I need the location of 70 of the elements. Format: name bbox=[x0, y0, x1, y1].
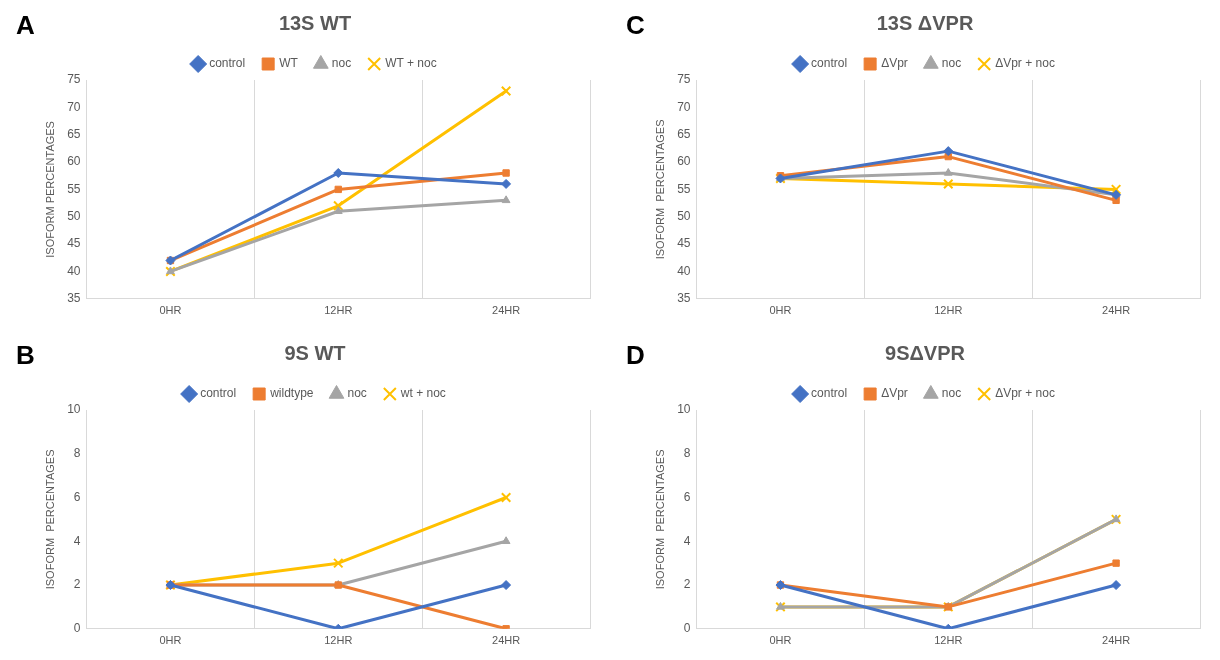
x-tick-label: 12HR bbox=[324, 304, 353, 317]
legend-label: wt + noc bbox=[399, 386, 446, 401]
y-tick-label: 10 bbox=[677, 402, 691, 417]
x-tick-label: 24HR bbox=[492, 634, 521, 647]
legend-label: control bbox=[200, 386, 237, 401]
chart-title: 9SΔVPR bbox=[885, 341, 966, 364]
x-tick-label: 12HR bbox=[934, 634, 963, 647]
y-tick-label: 60 bbox=[67, 154, 81, 169]
y-tick-label: 35 bbox=[67, 291, 81, 306]
y-tick-label: 8 bbox=[683, 446, 691, 461]
y-tick-label: 40 bbox=[67, 263, 81, 278]
legend-label: ΔVpr + noc bbox=[995, 386, 1055, 401]
legend-label: noc bbox=[331, 56, 352, 71]
legend-label: ΔVpr bbox=[881, 56, 908, 71]
legend-label: control bbox=[811, 56, 848, 71]
y-tick-label: 40 bbox=[677, 263, 691, 278]
y-tick-label: 60 bbox=[677, 154, 691, 169]
y-tick-label: 45 bbox=[67, 236, 81, 251]
legend-label: control bbox=[209, 56, 246, 71]
y-tick-label: 10 bbox=[67, 402, 81, 417]
legend-label: wildtype bbox=[269, 386, 314, 401]
y-tick-label: 65 bbox=[67, 127, 81, 142]
y-tick-label: 2 bbox=[683, 577, 691, 592]
y-tick-label: 4 bbox=[683, 533, 691, 548]
chart-title: 9S WT bbox=[284, 341, 346, 364]
x-tick-label: 0HR bbox=[159, 304, 182, 317]
y-axis-title: ISOFORM PERCENTAGES bbox=[653, 119, 666, 260]
x-tick-label: 12HR bbox=[324, 634, 353, 647]
x-tick-label: 0HR bbox=[159, 634, 182, 647]
chart-title: 13S WT bbox=[278, 11, 352, 34]
y-tick-label: 50 bbox=[67, 209, 81, 224]
y-tick-label: 2 bbox=[73, 577, 81, 592]
y-tick-label: 6 bbox=[73, 489, 81, 504]
y-tick-label: 0 bbox=[683, 621, 691, 636]
y-tick-label: 4 bbox=[73, 533, 81, 548]
x-tick-label: 0HR bbox=[769, 304, 792, 317]
y-tick-label: 70 bbox=[67, 99, 81, 114]
y-axis-title: ISOFORM PERCENTAGES bbox=[43, 449, 56, 590]
y-tick-label: 8 bbox=[73, 446, 81, 461]
text: C bbox=[626, 10, 645, 41]
legend-label: noc bbox=[941, 56, 962, 71]
y-tick-label: 65 bbox=[677, 127, 691, 142]
y-tick-label: 50 bbox=[677, 209, 691, 224]
x-tick-label: 12HR bbox=[934, 304, 963, 317]
legend-label: WT bbox=[279, 56, 299, 71]
y-tick-label: 70 bbox=[677, 99, 691, 114]
x-tick-label: 0HR bbox=[769, 634, 792, 647]
y-tick-label: 45 bbox=[677, 236, 691, 251]
legend-label: control bbox=[811, 386, 848, 401]
y-tick-label: 0 bbox=[73, 621, 81, 636]
y-tick-label: 35 bbox=[677, 291, 691, 306]
y-tick-label: 55 bbox=[677, 181, 691, 196]
x-tick-label: 24HR bbox=[492, 304, 521, 317]
legend-label: WT + noc bbox=[385, 56, 437, 71]
chart-title: 13S ΔVPR bbox=[876, 11, 974, 34]
legend-label: noc bbox=[941, 386, 962, 401]
legend-label: ΔVpr bbox=[881, 386, 908, 401]
y-tick-label: 55 bbox=[67, 181, 81, 196]
x-tick-label: 24HR bbox=[1102, 304, 1131, 317]
legend-label: ΔVpr + noc bbox=[995, 56, 1055, 71]
text: B bbox=[16, 340, 35, 371]
y-axis-title: ISOFORM PERCENTAGES bbox=[653, 449, 666, 590]
text: A bbox=[16, 10, 35, 41]
y-tick-label: 6 bbox=[683, 489, 691, 504]
y-tick-label: 75 bbox=[67, 72, 81, 87]
x-tick-label: 24HR bbox=[1102, 634, 1131, 647]
y-axis-title: ISOFORM PERCENTAGES bbox=[43, 121, 56, 258]
y-tick-label: 75 bbox=[677, 72, 691, 87]
text: D bbox=[626, 340, 645, 371]
legend-label: noc bbox=[347, 386, 367, 401]
